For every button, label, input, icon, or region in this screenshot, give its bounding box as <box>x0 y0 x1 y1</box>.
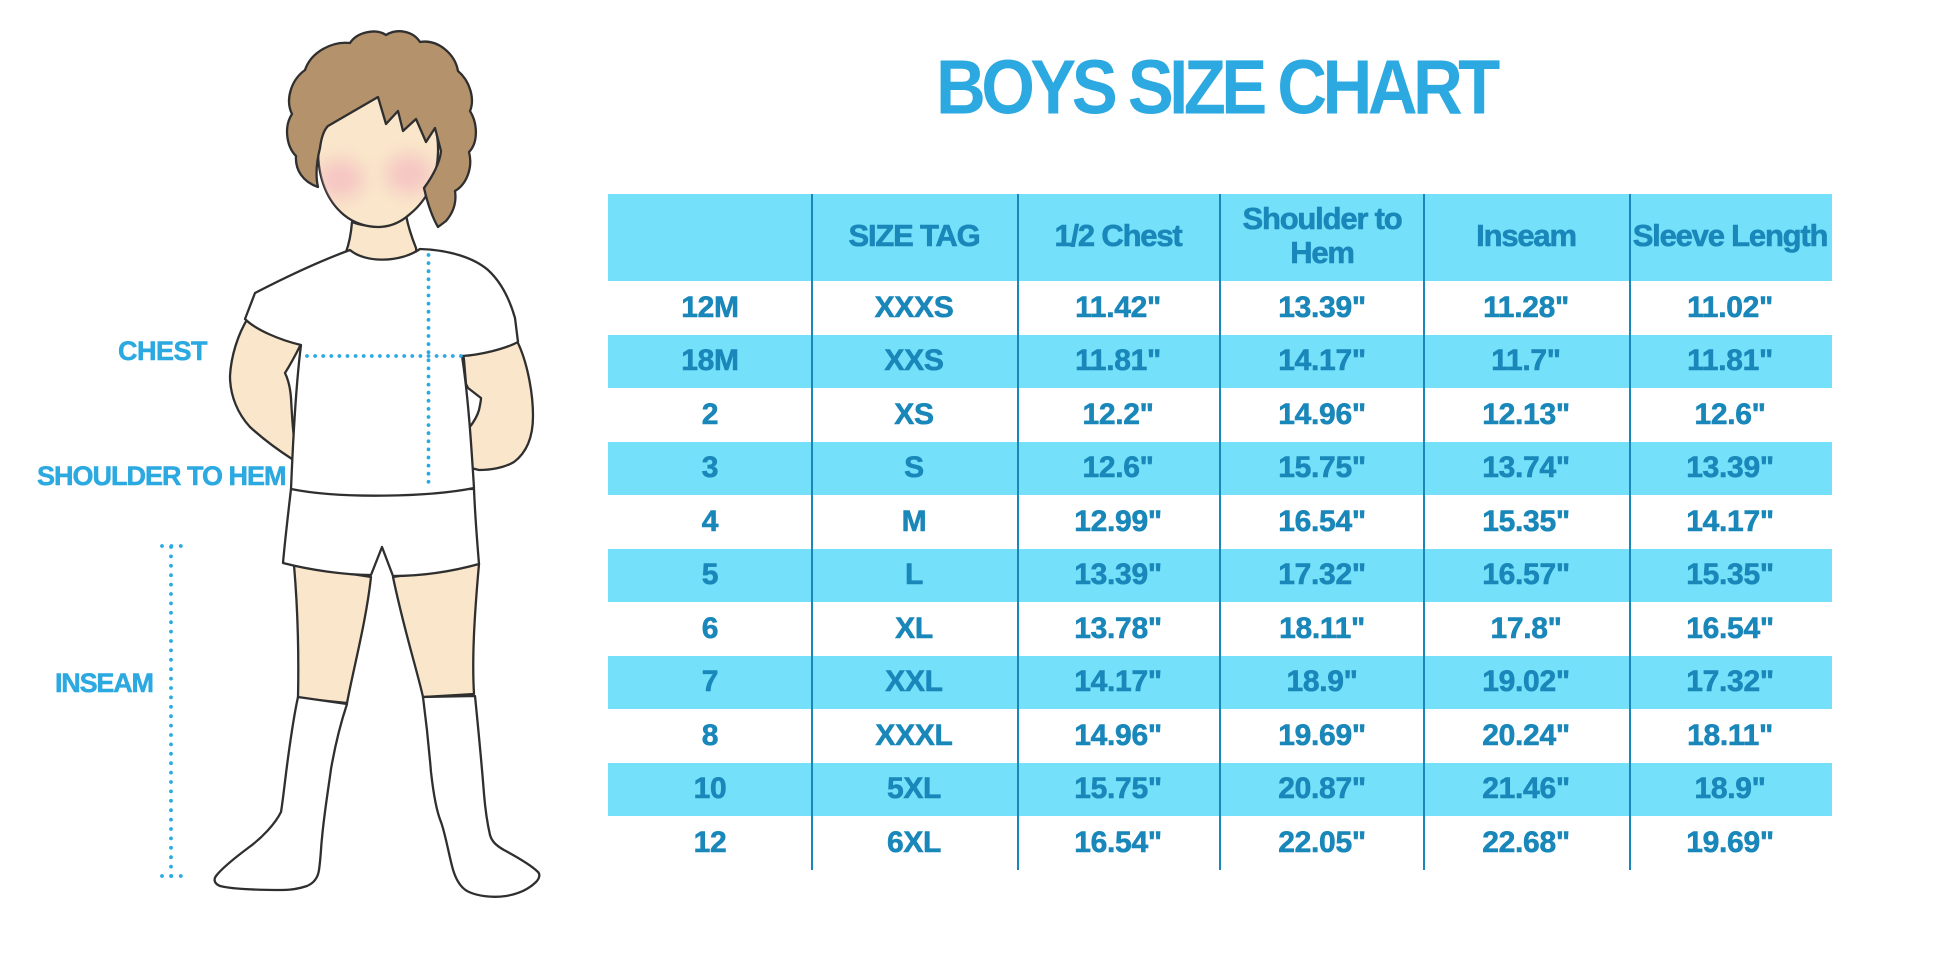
svg-text:INSEAM: INSEAM <box>55 668 153 698</box>
svg-text:CHEST: CHEST <box>118 336 208 366</box>
svg-text:SHOULDER TO HEM: SHOULDER TO HEM <box>37 461 286 491</box>
